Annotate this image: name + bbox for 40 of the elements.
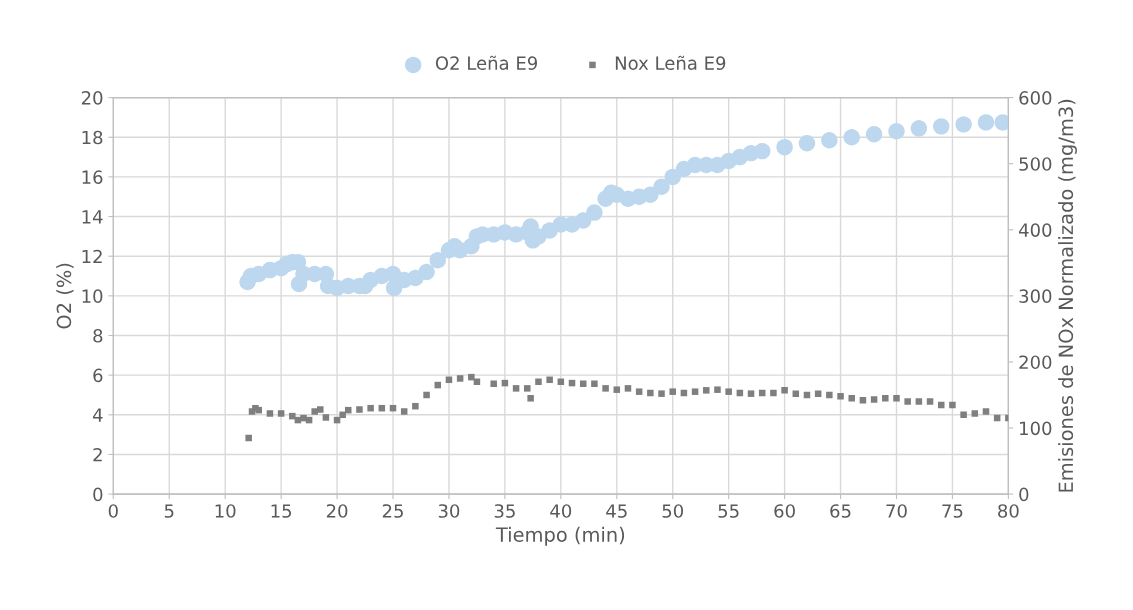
- y2-tick-label: 0: [1019, 487, 1029, 502]
- y2-axis-title: Emisiones de NOx Normalizado (mg/m3): [1058, 99, 1077, 492]
- y-tick-label: 0: [93, 487, 103, 502]
- y2-tick-label: 600: [1019, 91, 1052, 105]
- y-tick-label: 14: [82, 210, 103, 224]
- x-axis-title: Tiempo (min): [495, 526, 625, 546]
- x-tick-label: 25: [382, 504, 403, 518]
- y-tick-label: 16: [82, 170, 103, 185]
- y-tick-label: 12: [82, 249, 102, 264]
- x-tick-label: 65: [830, 504, 851, 518]
- y2-tick-label: 200: [1019, 355, 1052, 370]
- x-tick-label: 30: [438, 504, 460, 518]
- x-tick-label: 20: [326, 504, 348, 518]
- x-tick-label: 0: [108, 504, 118, 518]
- x-tick-label: 80: [998, 504, 1019, 518]
- y-tick-label: 8: [93, 328, 103, 343]
- x-tick-label: 50: [662, 504, 684, 518]
- y-tick-label: 6: [93, 368, 103, 383]
- y2-tick-label: 500: [1019, 157, 1052, 171]
- y2-tick-label: 300: [1019, 289, 1052, 303]
- x-tick-label: 35: [494, 504, 515, 518]
- x-tick-label: 75: [942, 504, 963, 518]
- y-tick-label: 2: [93, 447, 102, 462]
- y2-tick-label: 100: [1020, 421, 1052, 436]
- y-tick-label: 20: [81, 91, 103, 105]
- y-tick-label: 18: [82, 130, 103, 145]
- x-tick-label: 60: [774, 504, 795, 518]
- x-tick-label: 10: [215, 504, 236, 518]
- x-tick-label: 55: [718, 504, 739, 518]
- y-tick-label: 10: [82, 289, 103, 303]
- legend-label: O2 Leña E9: [435, 55, 538, 70]
- y-tick-label: 4: [92, 408, 103, 422]
- x-tick-label: 40: [550, 504, 572, 518]
- y-axis-title: O2 (%): [56, 263, 74, 329]
- x-tick-label: 15: [271, 504, 292, 518]
- y2-tick-label: 400: [1018, 223, 1052, 237]
- x-tick-label: 45: [606, 504, 627, 518]
- legend-label: Nox Leña E9: [615, 55, 726, 70]
- x-tick-label: 70: [886, 504, 907, 518]
- x-tick-label: 5: [164, 504, 174, 518]
